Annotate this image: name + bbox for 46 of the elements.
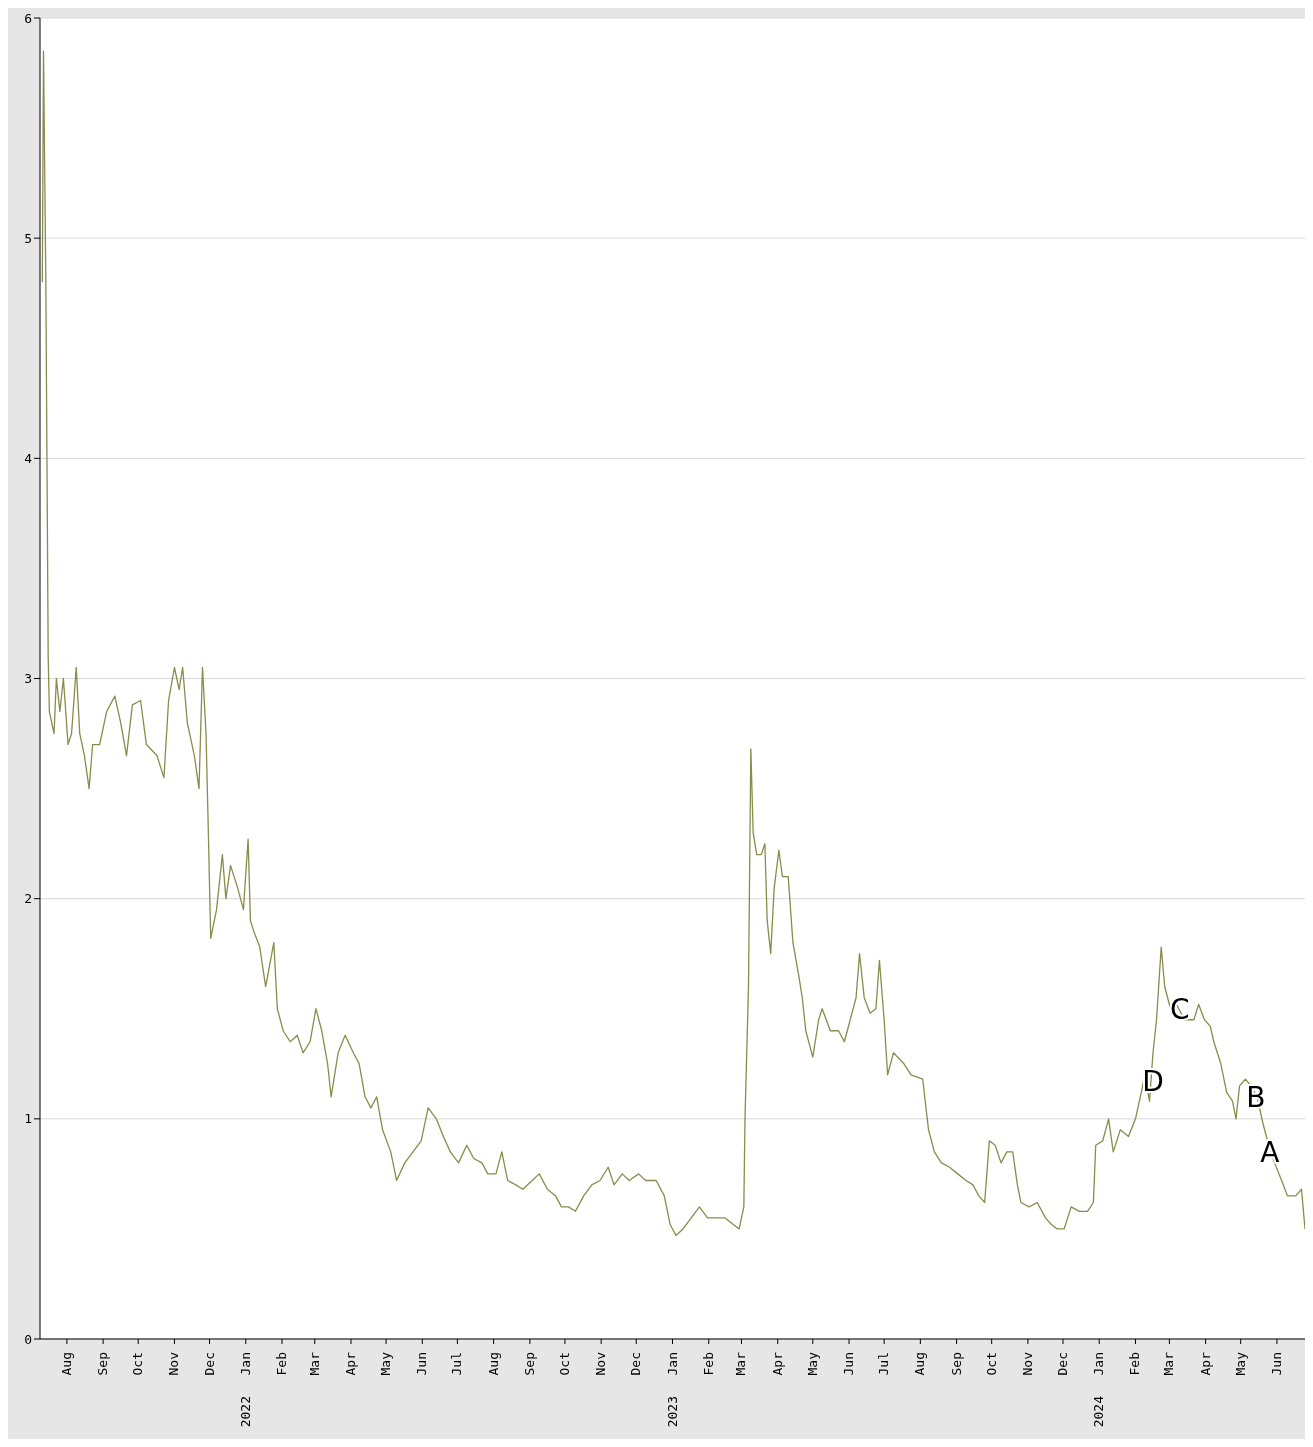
x-tick-label: Nov (1019, 1351, 1035, 1376)
x-tick-label: Aug (912, 1352, 928, 1376)
x-tick-label: Apr (342, 1351, 358, 1376)
x-tick-label: May (378, 1351, 394, 1376)
x-tick-label: Jun (841, 1352, 857, 1376)
x-tick-label: Feb (1127, 1351, 1143, 1376)
x-tick-label: Apr (1197, 1351, 1213, 1376)
x-tick-label: Dec (201, 1352, 217, 1376)
x-tick-label: Mar (733, 1351, 749, 1376)
x-tick-label: May (804, 1351, 820, 1376)
x-tick-label: Aug (485, 1352, 501, 1376)
text: 2024 (1091, 1395, 1107, 1428)
x-tick-label: Mar (1161, 1351, 1177, 1376)
x-tick-label: Sep (95, 1351, 111, 1376)
x-tick-label: Oct (983, 1352, 999, 1376)
x-tick-label: Jan (664, 1352, 680, 1376)
x-tick-label: Oct (556, 1352, 572, 1376)
x-tick-label: Jul (876, 1352, 892, 1376)
text: 2022 (237, 1396, 253, 1428)
y-tick-label: 5 (24, 230, 32, 246)
x-tick-label: Mar (306, 1351, 322, 1376)
x-tick-label: Jun (1268, 1352, 1284, 1376)
x-tick-label: Nov (593, 1351, 609, 1376)
x-tick-label: Nov (166, 1351, 182, 1376)
x-tick-label: Sep (521, 1351, 537, 1376)
x-tick-label: Jul (449, 1352, 465, 1376)
text: 2023 (664, 1396, 680, 1428)
y-tick-label: 2 (24, 891, 32, 907)
y-tick-label: 6 (24, 10, 32, 26)
x-tick-label: Feb (274, 1351, 290, 1376)
line-series (41, 50, 1305, 1237)
x-tick-label: Dec (1054, 1352, 1070, 1376)
x-tick-label: Sep (948, 1351, 964, 1376)
x-tick-label: Oct (130, 1352, 146, 1376)
x-tick-label: Jan (1091, 1352, 1107, 1376)
y-tick-label: 1 (24, 1111, 32, 1127)
x-tick-label: May (1232, 1351, 1248, 1376)
x-tick-label: Feb (700, 1351, 716, 1376)
y-tick-label: 0 (24, 1331, 32, 1347)
x-tick-label: Jan (237, 1352, 253, 1376)
y-tick-label: 4 (24, 450, 33, 466)
x-tick-label: Aug (58, 1352, 74, 1376)
x-tick-label: Jun (414, 1352, 430, 1376)
y-tick-label: 3 (24, 671, 32, 687)
x-tick-label: Apr (769, 1351, 785, 1376)
x-tick-label: Dec (628, 1352, 644, 1376)
